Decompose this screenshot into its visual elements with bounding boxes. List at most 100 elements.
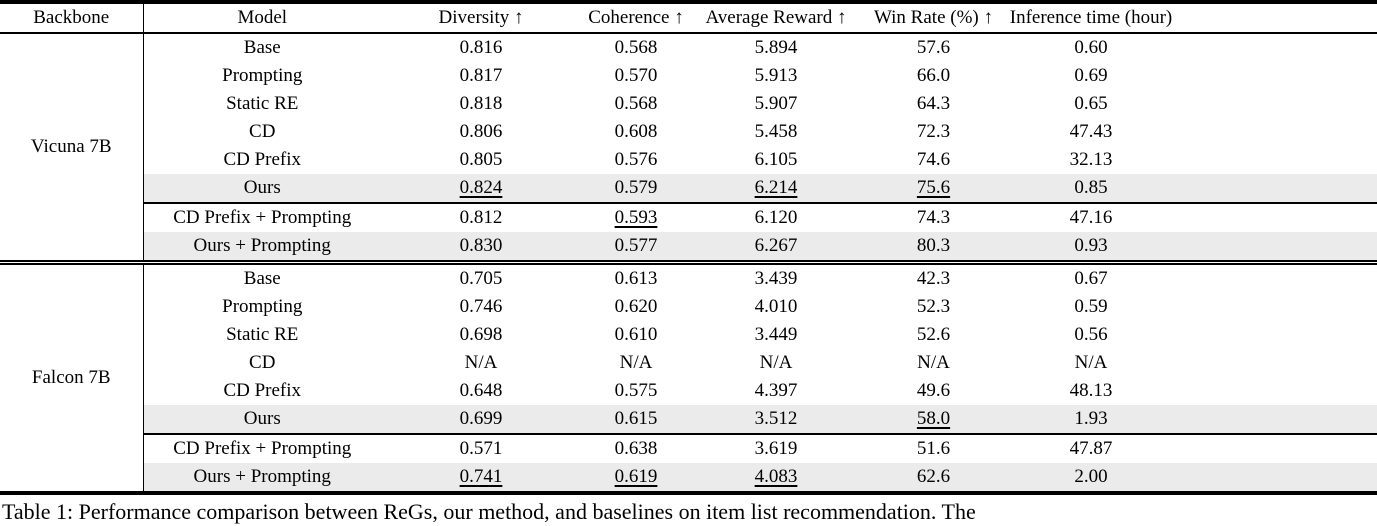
table-row: Ours 0.699 0.615 3.512 58.0 1.93: [0, 405, 1377, 435]
model-label: CD Prefix: [223, 380, 302, 401]
metric-value: 0.620: [614, 296, 658, 317]
metric-value: 0.577: [581, 232, 691, 263]
model-label: CD Prefix: [223, 149, 302, 170]
metric-value: 0.741: [381, 463, 581, 491]
table-row: Ours + Prompting 0.741 0.619 4.083 62.6 2.00: [0, 463, 1377, 491]
results-table: Backbone Model Diversity ↑ Coherence ↑ Avera…: [0, 4, 1377, 491]
metric-value: N/A: [1074, 352, 1108, 373]
metric-value: 52.3: [916, 296, 951, 317]
metric-value: 47.87: [1069, 438, 1113, 459]
row-spacer: [1176, 293, 1377, 321]
row-spacer: [1176, 260, 1377, 293]
metric-value: 0.816: [459, 37, 503, 58]
metric-value: 47.16: [1069, 207, 1113, 228]
table-row: Falcon 7B Base 0.705 0.613 3.439 42.3 0.67: [0, 260, 1377, 491]
metric-value: 0.67: [1006, 260, 1176, 293]
table-top-rule: [0, 0, 1377, 4]
row-spacer: [1176, 349, 1377, 377]
metric-value: 4.397: [754, 380, 798, 401]
metric-value: 0.638: [614, 438, 658, 459]
metric-value: 5.907: [754, 93, 798, 114]
metric-value: 0.746: [459, 296, 503, 317]
metric-value: 5.458: [754, 121, 798, 142]
metric-value: 0.805: [459, 149, 503, 170]
metric-value: 4.083: [691, 463, 861, 491]
model-label: Static RE: [226, 93, 299, 114]
metric-value: 1.93: [1006, 405, 1176, 435]
metric-value: 0.85: [1006, 174, 1176, 204]
metric-value: 42.3: [861, 260, 1006, 293]
metric-value: 0.610: [614, 324, 658, 345]
table-row: CD Prefix + Prompting 0.812 0.593 6.120 74.3…: [0, 203, 1377, 232]
metric-value: 5.913: [754, 65, 798, 86]
column-header-model: Model: [143, 4, 381, 34]
metric-value: 80.3: [861, 232, 1006, 263]
model-label: Base: [143, 260, 381, 293]
table-row: Prompting 0.746 0.620 4.010 52.3 0.59: [0, 293, 1377, 321]
metric-value: 0.705: [381, 260, 581, 293]
backbone-label: Vicuna 7B: [0, 33, 144, 263]
column-header-coherence: Coherence ↑: [581, 4, 691, 34]
column-header-backbone: Backbone: [0, 4, 144, 34]
table-row: Static RE 0.698 0.610 3.449 52.6 0.56: [0, 321, 1377, 349]
model-label: Ours + Prompting: [143, 463, 381, 491]
table-header-row: Backbone Model Diversity ↑ Coherence ↑ Avera…: [0, 4, 1377, 34]
metric-value: 0.830: [381, 232, 581, 263]
table-row: CD 0.806 0.608 5.458 72.3 47.43: [0, 118, 1377, 146]
metric-value: 0.568: [614, 93, 658, 114]
row-spacer: [1176, 174, 1377, 204]
metric-value: 0.65: [1074, 93, 1108, 114]
metric-value: 2.00: [1006, 463, 1176, 491]
metric-value: 58.0: [861, 405, 1006, 435]
model-label: CD Prefix + Prompting: [173, 207, 352, 228]
header-spacer: [1176, 4, 1377, 34]
metric-value: 0.818: [459, 93, 503, 114]
column-header-average-reward: Average Reward ↑: [691, 4, 861, 34]
model-label: Static RE: [226, 324, 299, 345]
metric-value: 0.698: [459, 324, 503, 345]
metric-value: N/A: [464, 352, 498, 373]
metric-value: 74.6: [916, 149, 951, 170]
model-label: Ours: [143, 174, 381, 204]
metric-value: 0.619: [581, 463, 691, 491]
metric-value: 52.6: [916, 324, 951, 345]
metric-value: 6.214: [691, 174, 861, 204]
model-label: Base: [243, 37, 281, 58]
metric-value: 0.576: [614, 149, 658, 170]
row-spacer: [1176, 405, 1377, 435]
table-bottom-rule: [0, 491, 1377, 495]
table-row: Prompting 0.817 0.570 5.913 66.0 0.69: [0, 62, 1377, 90]
metric-value: N/A: [917, 352, 950, 373]
metric-value: 49.6: [916, 380, 951, 401]
column-header-inference-time-hour: Inference time (hour): [1006, 4, 1176, 34]
metric-value: N/A: [619, 352, 653, 373]
metric-value: 0.806: [459, 121, 503, 142]
row-spacer: [1176, 62, 1377, 90]
table-row: Ours + Prompting 0.830 0.577 6.267 80.3 0.93: [0, 232, 1377, 263]
row-spacer: [1176, 463, 1377, 491]
metric-value: 0.699: [381, 405, 581, 435]
metric-value: 0.568: [614, 37, 658, 58]
model-label: Prompting: [222, 296, 303, 317]
column-header-diversity: Diversity ↑: [381, 4, 581, 34]
metric-value: 4.010: [754, 296, 798, 317]
metric-value: 6.105: [754, 149, 798, 170]
backbone-label: Falcon 7B: [0, 260, 144, 491]
model-label: Ours + Prompting: [143, 232, 381, 263]
column-header-win-rate: Win Rate (%) ↑: [861, 4, 1006, 34]
metric-value: 0.570: [614, 65, 658, 86]
metric-value: 0.817: [459, 65, 503, 86]
metric-value: 3.512: [691, 405, 861, 435]
metric-value: 74.3: [916, 207, 951, 228]
metric-value: 6.267: [691, 232, 861, 263]
row-spacer: [1176, 146, 1377, 174]
metric-value: 0.608: [614, 121, 658, 142]
model-label: Prompting: [222, 65, 303, 86]
metric-value: 32.13: [1069, 149, 1113, 170]
model-label: CD: [249, 352, 276, 373]
metric-value: 72.3: [916, 121, 951, 142]
row-spacer: [1176, 90, 1377, 118]
metric-value: 5.894: [754, 37, 798, 58]
metric-value: 3.449: [754, 324, 798, 345]
table-row: CD Prefix 0.805 0.576 6.105 74.6 32.13: [0, 146, 1377, 174]
